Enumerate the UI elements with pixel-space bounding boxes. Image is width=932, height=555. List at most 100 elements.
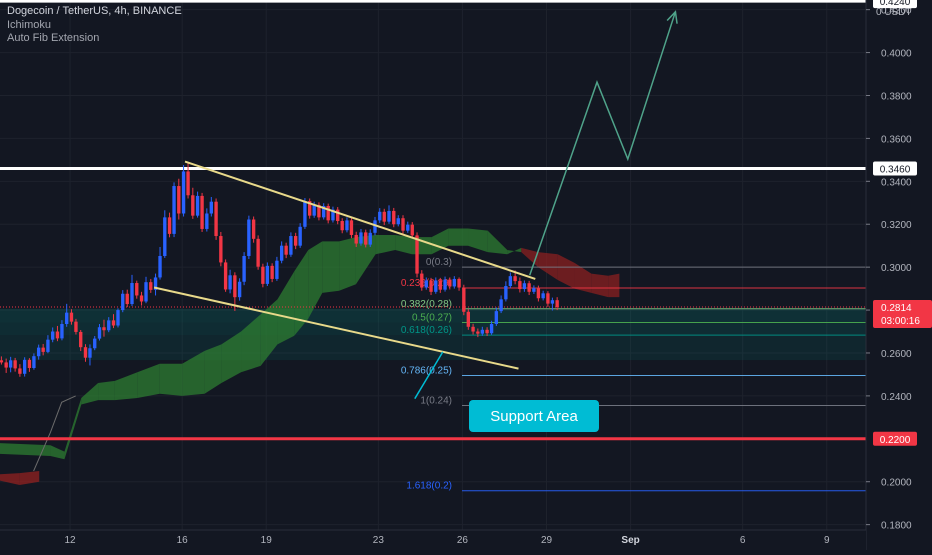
bar-countdown-timer: 03:00:16 (881, 316, 920, 327)
candle-body (476, 331, 480, 334)
candle-body (135, 283, 139, 296)
candle-body (293, 236, 298, 246)
candle-body (107, 320, 111, 331)
price-axis-label: 0.4200 (881, 6, 912, 17)
candle-body (406, 224, 410, 231)
candle-body (452, 278, 456, 287)
channel-lower-trendline[interactable] (153, 286, 519, 370)
candle-body (336, 209, 340, 222)
level-price-tag-0.2200[interactable] (873, 431, 917, 446)
candle-body (513, 276, 517, 282)
ichimoku-lagging-span (33, 395, 76, 472)
candle-body (401, 218, 405, 231)
candle-body (163, 217, 167, 256)
price-axis-label: 0.3800 (881, 91, 912, 102)
candle-body (480, 329, 485, 334)
candle-body (247, 219, 251, 256)
ichimoku-cloud-segment (591, 273, 609, 298)
ichimoku-cloud-segment (114, 372, 138, 401)
support-area-callout[interactable] (469, 400, 599, 432)
fib-zone-0382-05 (0, 308, 866, 323)
level-price-tag-text: 0.2200 (880, 435, 911, 446)
candle-body (116, 310, 120, 326)
candle-body (508, 276, 513, 287)
candle-body (223, 262, 228, 290)
candle-body (326, 205, 330, 221)
ichimoku-cloud-segment (294, 249, 309, 336)
candle-body (485, 329, 489, 334)
ichimoku-cloud-segment (608, 273, 620, 298)
candle-body (251, 219, 256, 239)
candle-body (205, 213, 209, 229)
candle-body (368, 232, 372, 245)
candle-body (214, 201, 218, 237)
candle-body (317, 204, 321, 218)
current-price-tag[interactable] (873, 300, 932, 329)
symbol-title[interactable]: Dogecoin / TetherUS, 4h, BINANCE (7, 5, 182, 17)
candle-body (424, 280, 428, 288)
ichimoku-cloud-segment (159, 363, 183, 396)
fib-zone-05-0618 (0, 322, 866, 336)
candle-body (494, 311, 499, 325)
ichimoku-cloud-segment (574, 262, 592, 293)
candle-body (13, 360, 17, 369)
candle-body (345, 220, 349, 231)
candle-body (331, 209, 335, 221)
candle-body (546, 293, 550, 304)
candle-body (522, 283, 527, 290)
candle-body (466, 311, 470, 327)
ichimoku-cloud-segment (411, 237, 432, 255)
candle-body (209, 201, 213, 214)
candle-body (359, 232, 363, 244)
candle-body (457, 278, 461, 288)
fib-extension-indicator-label[interactable]: Auto Fib Extension (7, 32, 100, 44)
fib-level-label-2: 0.382(0.28) (401, 299, 452, 310)
candle-body (392, 210, 396, 225)
candle-body (18, 368, 22, 374)
candle-body (443, 279, 447, 290)
candle-body (237, 281, 242, 298)
candle-body (504, 286, 508, 300)
candle-body (364, 232, 368, 245)
projection-path[interactable] (528, 11, 677, 276)
time-axis[interactable] (0, 530, 866, 550)
time-axis-label: Sep (621, 535, 639, 546)
candle-body (186, 171, 190, 196)
candle-body (167, 217, 172, 234)
candle-body (308, 201, 312, 216)
candle-body (349, 220, 354, 235)
candle-body (233, 275, 237, 298)
candle-body (219, 236, 223, 263)
candle-body (322, 205, 326, 218)
candle-body (181, 171, 186, 214)
candle-body (41, 347, 45, 352)
level-price-tag-0.4240[interactable] (873, 0, 917, 9)
candle-body (4, 362, 8, 368)
time-axis-label: 12 (65, 535, 77, 546)
candle-body (410, 224, 414, 236)
candle-body (153, 277, 158, 290)
candle-body (438, 280, 442, 290)
fib-level-label-6: 1(0.24) (420, 396, 452, 407)
candle-body (93, 338, 97, 349)
candle-body (228, 275, 232, 290)
candle-body (265, 265, 270, 284)
ichimoku-indicator-label[interactable]: Ichimoku (7, 18, 52, 31)
candle-body (125, 293, 129, 305)
candle-body (74, 321, 78, 332)
level-price-tag-0.3460[interactable] (873, 161, 917, 176)
ichimoku-cloud-segment (538, 252, 558, 281)
candle-body (499, 299, 503, 312)
candle-body (471, 326, 475, 332)
candle-body (51, 331, 55, 340)
candle-body (102, 327, 106, 331)
candle-body (22, 359, 27, 374)
ichimoku-cloud-segment (322, 241, 340, 293)
channel-upper-trendline[interactable] (184, 160, 536, 280)
price-axis-label: 0.2000 (881, 478, 912, 489)
ichimoku-cloud-segment (431, 228, 449, 255)
candle-body (340, 221, 344, 231)
price-axis[interactable] (866, 0, 932, 550)
